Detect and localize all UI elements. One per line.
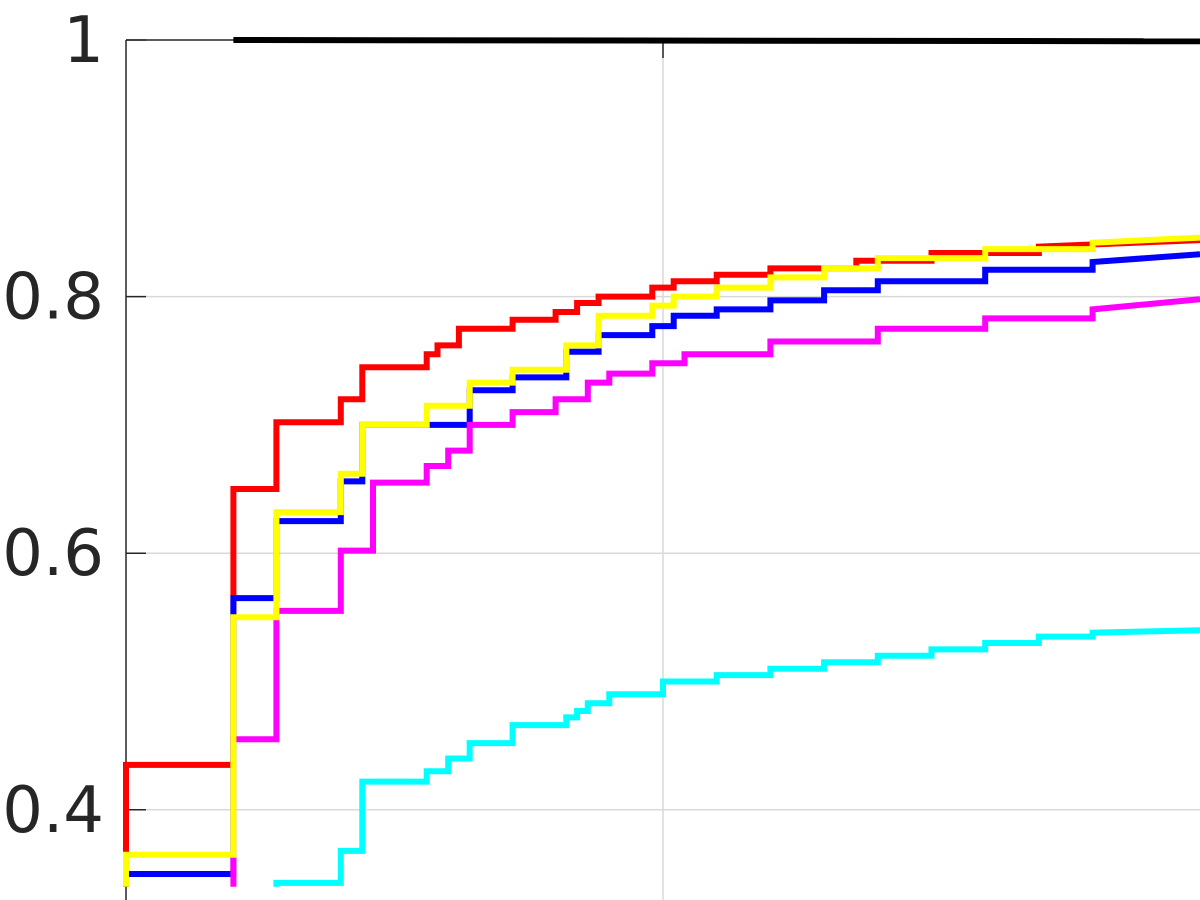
series-line-0 [233,37,1200,45]
y-tick-label: 0.6 [2,517,104,591]
series-line-4 [123,234,1200,887]
grid [126,40,1200,900]
y-tick-label: 0.8 [2,261,104,335]
y-tick-label: 1 [63,4,104,78]
series-lines [123,37,1200,887]
y-tick-label: 0.4 [2,774,104,848]
tick-labels: 1 0.8 0.6 0.4 [2,4,104,848]
series-line-3 [230,296,1200,887]
series-line-5 [273,627,1200,887]
